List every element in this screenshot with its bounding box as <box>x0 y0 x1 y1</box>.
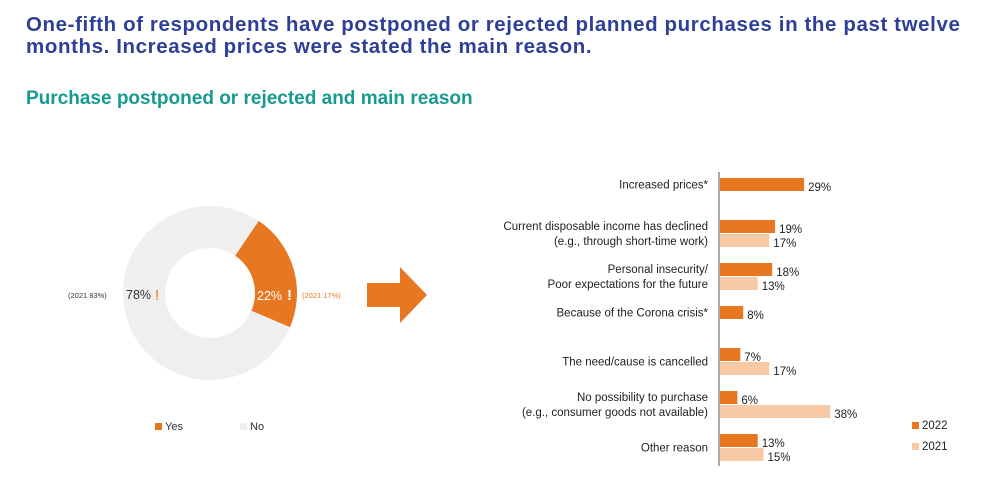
legend-swatch-2022 <box>912 422 919 429</box>
legend-label-yes: Yes <box>165 421 183 433</box>
bar-2022-5 <box>720 391 738 404</box>
data-label-2021-5: 38% <box>834 409 857 421</box>
legend-swatch-no <box>240 423 247 430</box>
data-label-2022-5: 6% <box>741 395 758 407</box>
data-label-2022-4: 7% <box>744 352 761 364</box>
donut-marker-no: ! <box>155 287 159 304</box>
category-label-5-0: No possibility to purchase <box>577 392 708 404</box>
legend-swatch-yes <box>155 423 162 430</box>
bar-2021-6 <box>720 448 764 461</box>
donut-slice-yes <box>235 220 297 328</box>
bar-2022-6 <box>720 434 758 447</box>
category-label-2-1: Poor expectations for the future <box>548 279 708 291</box>
chart-subtitle: Purchase postponed or rejected and main … <box>26 88 473 109</box>
category-label-5-1: (e.g., consumer goods not available) <box>522 407 708 419</box>
data-label-2022-0: 29% <box>808 182 831 194</box>
legend-swatch-2021 <box>912 443 919 450</box>
donut-chart: 22%! (2021 17%) (2021 83%) 78% ! Yes No <box>68 205 341 433</box>
bar-2021-1 <box>720 234 770 247</box>
donut-note-no: (2021 83%) <box>68 291 107 300</box>
legend-label-2022: 2022 <box>922 420 948 432</box>
data-label-2022-1: 19% <box>779 224 802 236</box>
category-label-6-0: Other reason <box>641 443 708 455</box>
legend-label-no: No <box>250 421 264 433</box>
category-label-0-0: Increased prices* <box>619 180 708 192</box>
data-label-2021-1: 17% <box>773 238 796 250</box>
donut-label-yes: 22% <box>257 289 282 303</box>
headline: One-fifth of respondents have postponed … <box>26 13 961 58</box>
data-label-2021-2: 13% <box>762 281 785 293</box>
data-label-2022-2: 18% <box>776 267 799 279</box>
donut-slice-no <box>123 205 290 380</box>
bar-2022-2 <box>720 263 773 276</box>
bar-2022-3 <box>720 306 744 319</box>
donut-note-yes: (2021 17%) <box>302 291 341 300</box>
donut-marker-yes: ! <box>287 287 292 304</box>
data-label-2021-6: 15% <box>768 452 791 464</box>
bar-2021-2 <box>720 277 758 290</box>
data-label-2022-6: 13% <box>762 438 785 450</box>
category-label-4-0: The need/cause is cancelled <box>562 357 708 369</box>
data-label-2022-3: 8% <box>747 310 764 322</box>
bar-2022-4 <box>720 348 741 361</box>
category-label-1-1: (e.g., through short-time work) <box>554 236 708 248</box>
data-label-2021-4: 17% <box>773 366 796 378</box>
donut-label-no: 78% <box>126 288 151 302</box>
category-label-2-0: Personal insecurity/ <box>608 264 709 276</box>
bar-2021-5 <box>720 405 831 418</box>
bar-2021-4 <box>720 362 770 375</box>
legend-label-2021: 2021 <box>922 441 948 453</box>
category-label-3-0: Because of the Corona crisis* <box>557 308 709 320</box>
category-label-1-0: Current disposable income has declined <box>503 221 708 233</box>
bar-2022-1 <box>720 220 776 233</box>
bar-2022-0 <box>720 178 805 191</box>
